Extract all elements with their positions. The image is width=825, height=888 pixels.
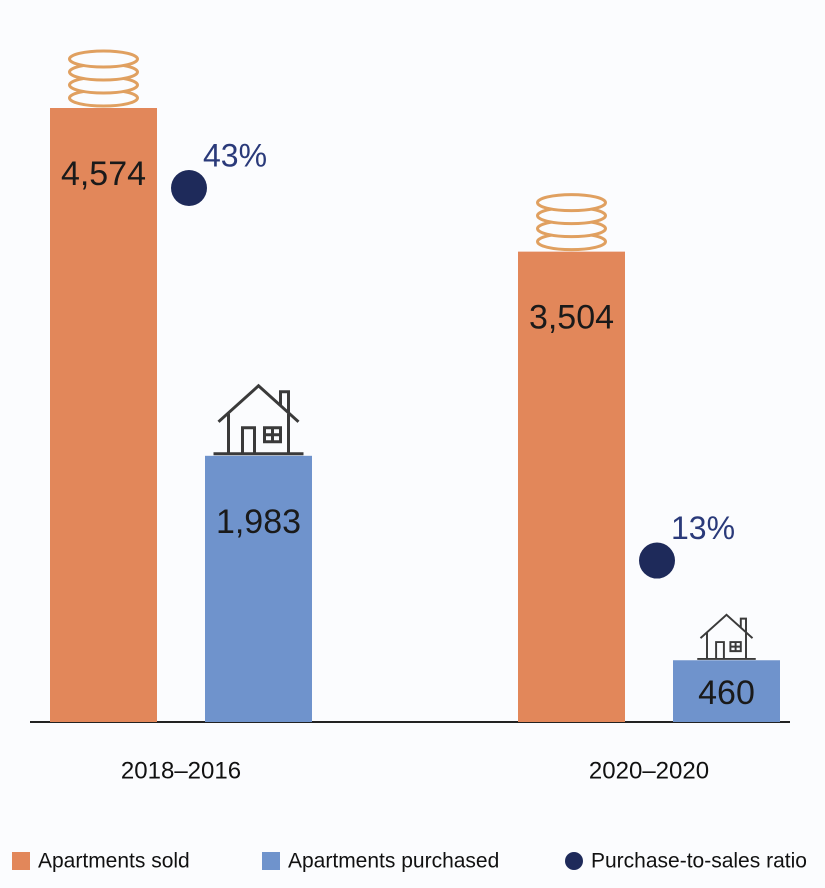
coin	[68, 49, 139, 69]
bar	[50, 108, 157, 722]
legend-swatch	[12, 852, 30, 870]
coin-icon	[536, 193, 607, 252]
house	[697, 613, 756, 660]
house-icon	[213, 383, 304, 456]
legend-label: Purchase-to-sales ratio	[591, 850, 807, 873]
legend-label: Apartments sold	[38, 850, 190, 873]
ratio-label: 13%	[671, 510, 735, 546]
value-label: 3,504	[529, 299, 614, 337]
bar	[205, 455, 312, 722]
legend-swatch	[262, 852, 280, 870]
legend-label: Apartments purchased	[288, 850, 499, 873]
ratio-dot	[171, 170, 207, 206]
house-icon	[697, 613, 756, 660]
house	[213, 383, 304, 456]
bar	[518, 251, 625, 722]
legend-swatch	[565, 852, 583, 870]
category-label: 2020–2020	[589, 757, 709, 784]
bar	[673, 660, 780, 722]
category-label: 2018–2016	[121, 757, 241, 784]
ratio-dot	[639, 542, 675, 579]
coin	[536, 193, 607, 213]
value-label: 4,574	[61, 155, 146, 193]
ratio-label: 43%	[203, 137, 267, 173]
coin-icon	[68, 49, 139, 108]
value-label: 460	[698, 674, 755, 712]
value-label: 1,983	[216, 503, 301, 541]
